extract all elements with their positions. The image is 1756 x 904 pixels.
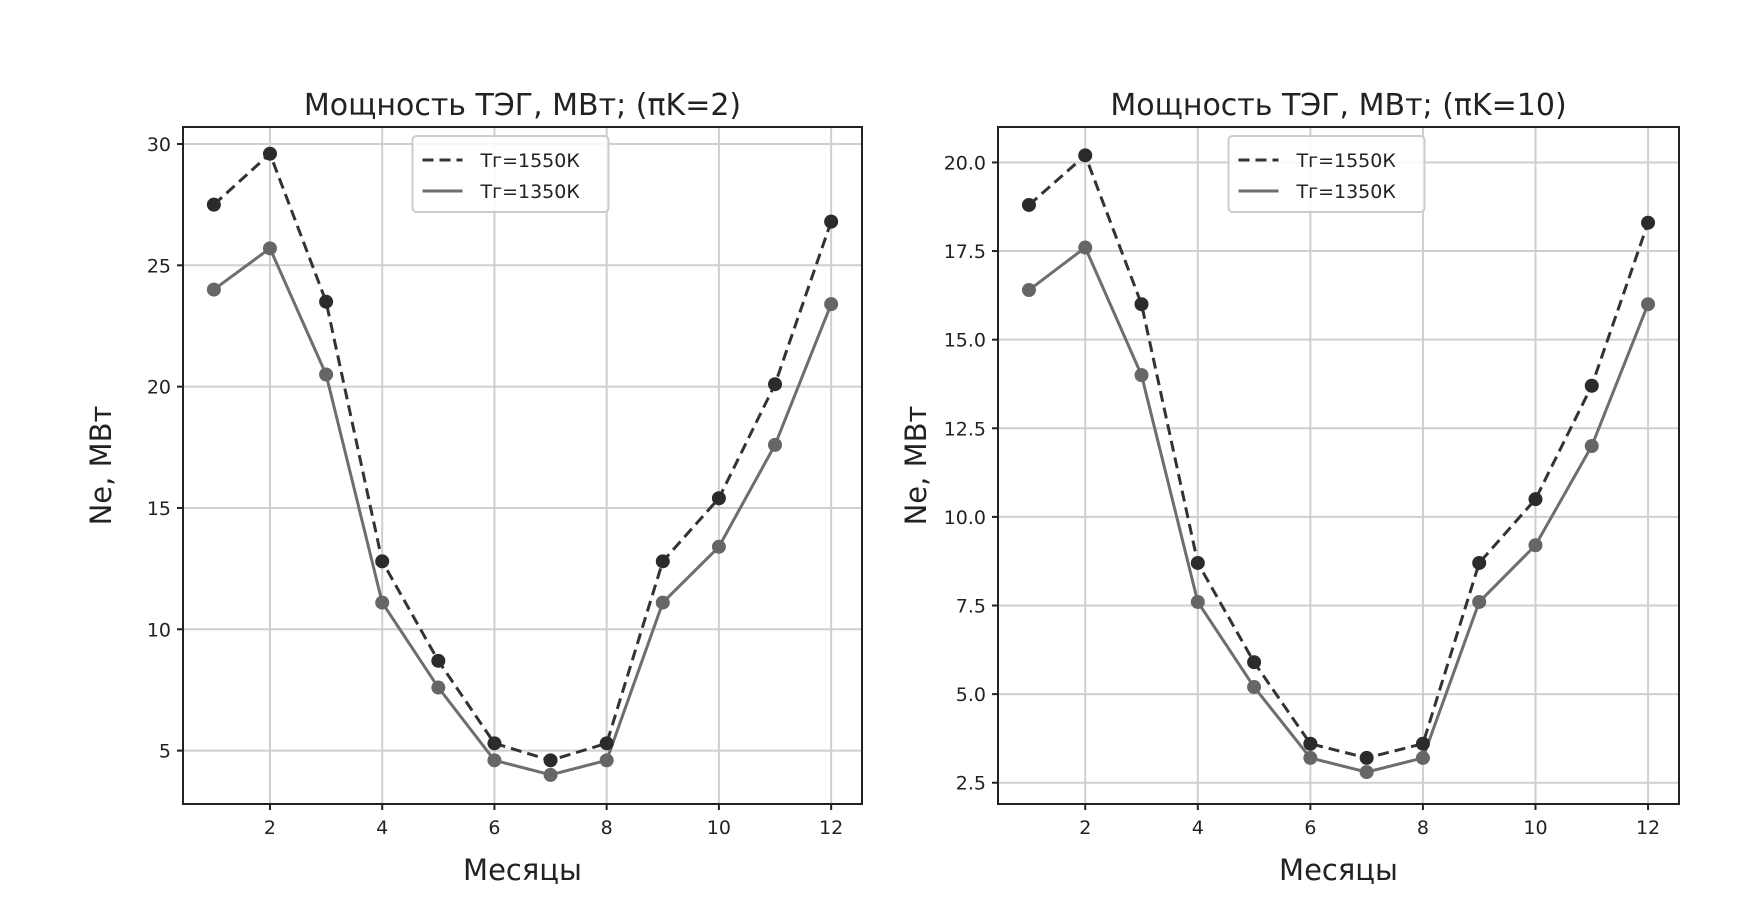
data-point [319,294,334,309]
data-point [1584,439,1599,454]
legend-label: Тг=1350К [1296,181,1397,203]
data-point [768,437,783,452]
data-point [319,367,334,382]
tick-label-y: 25 [147,255,171,277]
tick-label-y: 10 [147,619,171,641]
data-point [1021,197,1036,212]
data-point [1134,297,1149,312]
data-point [1415,750,1430,765]
data-point [1415,736,1430,751]
data-point [1584,378,1599,393]
tick-label-x: 10 [1523,817,1547,839]
data-point [431,680,446,695]
data-point [768,377,783,392]
x-axis-label: Месяцы [1279,853,1398,887]
series-line-1 [212,151,833,762]
tick-label-y: 15 [147,498,171,520]
chart-2: 2 4 6 8 10 12 2.5 5.0 7.5 10.0 12.5 15.0 17.5 20.0 Мощ… [899,88,1680,887]
data-point [375,554,390,569]
data-point [1472,594,1487,609]
tick-label-y: 10.0 [944,507,986,529]
data-point [1247,680,1262,695]
tick-label-y: 2.5 [956,773,986,795]
tick-label-x: 12 [1636,817,1660,839]
data-point [655,554,670,569]
data-point [1021,283,1036,298]
tick-label-x: 2 [264,817,276,839]
chart-1: 2 4 6 8 10 12 5 10 15 20 25 30 Мощность ТЭГ, МВт; (π… [84,88,863,887]
data-point [824,297,839,312]
chart-title: Мощность ТЭГ, МВт; (πK=2) [304,88,741,123]
tick-label-y: 12.5 [944,418,986,440]
y-axis-label: Ne, МВт [84,406,118,526]
tick-label-y: 30 [147,134,171,156]
data-point [599,736,614,751]
chart-title: Мощность ТЭГ, МВт; (πK=10) [1110,88,1566,123]
data-point [262,146,277,161]
data-point [487,736,502,751]
tick-label-x: 4 [1192,817,1204,839]
series-line-1 [1027,152,1650,760]
plot-frame [997,126,1680,805]
data-point [711,491,726,506]
tick-label-y: 17.5 [944,241,986,263]
x-axis-label: Месяцы [463,853,582,887]
series-line-2 [1028,245,1650,774]
data-point [1190,594,1205,609]
tick-label-x: 12 [819,817,843,839]
data-point [1303,750,1318,765]
data-point [543,753,558,768]
legend-box [411,135,610,213]
data-point [1528,492,1543,507]
data-point [487,753,502,768]
tick-label-y: 20.0 [944,152,986,174]
series-line-2 [212,246,833,777]
data-point [431,653,446,668]
plot-frame [182,126,863,805]
data-point [375,595,390,610]
data-point [206,282,221,297]
legend: Тг=1550К Тг=1350К [411,135,610,213]
tick-label-x: 8 [601,817,613,839]
legend: Тг=1550К Тг=1350К [1227,135,1426,213]
data-point [1134,368,1149,383]
data-point [599,753,614,768]
data-point [1641,215,1656,230]
tick-label-y: 5.0 [956,684,986,706]
data-point [543,767,558,782]
tick-label-y: 7.5 [956,596,986,618]
data-point [1247,655,1262,670]
tick-label-x: 6 [1304,817,1316,839]
data-point [262,241,277,256]
data-point [1190,555,1205,570]
tick-label-y: 5 [159,741,171,763]
data-point [1359,765,1374,780]
tick-label-y: 15.0 [944,330,986,352]
legend-label: Тг=1550К [1296,150,1397,172]
legend-label: Тг=1350К [480,181,581,203]
data-point [1359,750,1374,765]
data-point [206,197,221,212]
tick-label-x: 10 [707,817,731,839]
tick-label-x: 2 [1079,817,1091,839]
data-point [1078,240,1093,255]
tick-label-x: 6 [488,817,500,839]
data-point [1528,538,1543,553]
tick-label-x: 8 [1417,817,1429,839]
tick-label-x: 4 [376,817,388,839]
data-point [655,595,670,610]
tick-label-y: 20 [147,377,171,399]
legend-label: Тг=1550К [480,150,581,172]
legend-box [1227,135,1426,213]
data-point [1641,297,1656,312]
y-axis-label: Ne, МВт [899,406,933,526]
data-point [1303,736,1318,751]
data-point [1078,148,1093,163]
data-point [824,214,839,229]
data-point [711,539,726,554]
data-point [1472,555,1487,570]
